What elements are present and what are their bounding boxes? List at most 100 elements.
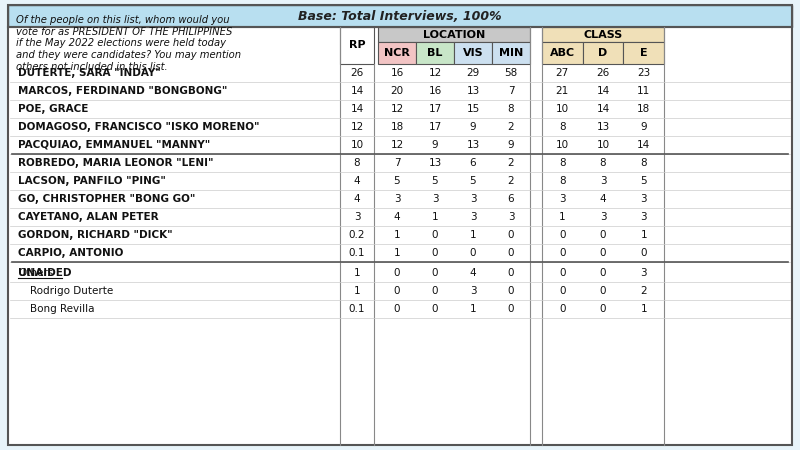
Text: 7: 7 <box>394 158 400 168</box>
Text: 4: 4 <box>394 212 400 222</box>
Text: 2: 2 <box>508 176 514 186</box>
Text: 0: 0 <box>432 286 438 296</box>
Text: 1: 1 <box>470 304 476 314</box>
FancyBboxPatch shape <box>8 5 792 27</box>
Text: 9: 9 <box>640 122 647 132</box>
Text: 5: 5 <box>640 176 647 186</box>
Text: 0.2: 0.2 <box>349 230 366 240</box>
Text: NCR: NCR <box>384 48 410 58</box>
Text: 16: 16 <box>390 68 404 78</box>
Text: 3: 3 <box>432 194 438 204</box>
FancyBboxPatch shape <box>8 27 792 445</box>
Text: 12: 12 <box>390 104 404 114</box>
Text: LACSON, PANFILO "PING": LACSON, PANFILO "PING" <box>18 176 166 186</box>
Text: 0: 0 <box>394 304 400 314</box>
Text: E: E <box>640 48 647 58</box>
Text: CLASS: CLASS <box>583 30 622 40</box>
Text: DOMAGOSO, FRANCISCO "ISKO MORENO": DOMAGOSO, FRANCISCO "ISKO MORENO" <box>18 122 259 132</box>
Text: ABC: ABC <box>550 48 575 58</box>
Text: 1: 1 <box>559 212 566 222</box>
Text: 0: 0 <box>508 230 514 240</box>
Text: 10: 10 <box>556 104 569 114</box>
Text: 1: 1 <box>640 230 647 240</box>
Text: 3: 3 <box>508 212 514 222</box>
Text: 4: 4 <box>600 194 606 204</box>
Text: CAYETANO, ALAN PETER: CAYETANO, ALAN PETER <box>18 212 158 222</box>
Text: 0: 0 <box>432 304 438 314</box>
Text: PACQUIAO, EMMANUEL "MANNY": PACQUIAO, EMMANUEL "MANNY" <box>18 140 210 150</box>
Text: 14: 14 <box>350 104 364 114</box>
Text: 15: 15 <box>466 104 480 114</box>
Text: VIS: VIS <box>462 48 483 58</box>
Text: 23: 23 <box>637 68 650 78</box>
Text: 8: 8 <box>559 122 566 132</box>
Text: 14: 14 <box>637 140 650 150</box>
Text: 1: 1 <box>354 268 360 278</box>
Text: 21: 21 <box>556 86 569 96</box>
Text: 8: 8 <box>354 158 360 168</box>
Text: Bong Revilla: Bong Revilla <box>30 304 94 314</box>
Text: 1: 1 <box>640 304 647 314</box>
Text: 58: 58 <box>504 68 518 78</box>
Text: 9: 9 <box>432 140 438 150</box>
Text: 26: 26 <box>596 68 610 78</box>
Text: 3: 3 <box>640 212 647 222</box>
Text: 4: 4 <box>354 194 360 204</box>
Text: 13: 13 <box>466 86 480 96</box>
Text: Rodrigo Duterte: Rodrigo Duterte <box>30 286 114 296</box>
Text: 8: 8 <box>559 176 566 186</box>
Text: 3: 3 <box>354 212 360 222</box>
Text: 8: 8 <box>640 158 647 168</box>
Text: 0: 0 <box>559 304 566 314</box>
Text: 4: 4 <box>470 268 476 278</box>
Text: 0: 0 <box>600 248 606 258</box>
Text: Base: Total Interviews, 100%: Base: Total Interviews, 100% <box>298 9 502 22</box>
Text: 0: 0 <box>559 268 566 278</box>
FancyBboxPatch shape <box>492 42 530 64</box>
Text: 1: 1 <box>470 230 476 240</box>
Text: 8: 8 <box>508 104 514 114</box>
Text: 0: 0 <box>559 248 566 258</box>
Text: 27: 27 <box>556 68 569 78</box>
FancyBboxPatch shape <box>416 42 454 64</box>
Text: 3: 3 <box>640 268 647 278</box>
Text: 5: 5 <box>470 176 476 186</box>
Text: CARPIO, ANTONIO: CARPIO, ANTONIO <box>18 248 123 258</box>
FancyBboxPatch shape <box>378 27 530 42</box>
Text: 1: 1 <box>432 212 438 222</box>
Text: 0.1: 0.1 <box>349 248 366 258</box>
Text: 2: 2 <box>640 286 647 296</box>
Text: 0: 0 <box>394 286 400 296</box>
Text: 3: 3 <box>640 194 647 204</box>
Text: 9: 9 <box>508 140 514 150</box>
Text: 3: 3 <box>470 286 476 296</box>
FancyBboxPatch shape <box>542 42 582 64</box>
Text: 8: 8 <box>600 158 606 168</box>
FancyBboxPatch shape <box>623 42 664 64</box>
Text: 14: 14 <box>596 104 610 114</box>
FancyBboxPatch shape <box>340 27 374 64</box>
Text: 18: 18 <box>390 122 404 132</box>
Text: 3: 3 <box>470 212 476 222</box>
Text: 0: 0 <box>394 268 400 278</box>
Text: 16: 16 <box>428 86 442 96</box>
Text: 0: 0 <box>432 268 438 278</box>
Text: 3: 3 <box>470 194 476 204</box>
Text: Of the people on this list, whom would you
vote for as PRESIDENT OF THE PHILIPPI: Of the people on this list, whom would y… <box>16 15 241 72</box>
Text: 0: 0 <box>600 268 606 278</box>
Text: GO, CHRISTOPHER "BONG GO": GO, CHRISTOPHER "BONG GO" <box>18 194 195 204</box>
Text: 0: 0 <box>559 286 566 296</box>
Text: 6: 6 <box>470 158 476 168</box>
Text: ROBREDO, MARIA LEONOR "LENI": ROBREDO, MARIA LEONOR "LENI" <box>18 158 214 168</box>
Text: 8: 8 <box>559 158 566 168</box>
Text: 0: 0 <box>508 304 514 314</box>
Text: 17: 17 <box>428 122 442 132</box>
Text: Others: Others <box>18 268 54 278</box>
Text: 0: 0 <box>600 286 606 296</box>
Text: 10: 10 <box>350 140 363 150</box>
Text: D: D <box>598 48 608 58</box>
Text: 2: 2 <box>508 158 514 168</box>
Text: 12: 12 <box>390 140 404 150</box>
Text: 6: 6 <box>508 194 514 204</box>
Text: UNAIDED: UNAIDED <box>18 268 71 278</box>
